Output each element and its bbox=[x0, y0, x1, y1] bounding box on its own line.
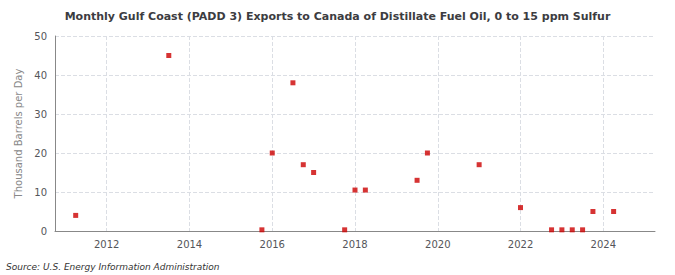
svg-text:2016: 2016 bbox=[260, 239, 285, 250]
svg-text:2012: 2012 bbox=[94, 239, 119, 250]
svg-text:30: 30 bbox=[34, 109, 47, 120]
svg-text:40: 40 bbox=[34, 70, 47, 81]
svg-text:20: 20 bbox=[34, 148, 47, 159]
svg-text:2024: 2024 bbox=[591, 239, 616, 250]
svg-text:2020: 2020 bbox=[425, 239, 450, 250]
svg-text:2014: 2014 bbox=[177, 239, 202, 250]
svg-text:Monthly Gulf Coast (PADD 3) Ex: Monthly Gulf Coast (PADD 3) Exports to C… bbox=[65, 10, 611, 23]
svg-text:Thousand Barrels per Day: Thousand Barrels per Day bbox=[13, 69, 24, 200]
svg-text:10: 10 bbox=[34, 187, 47, 198]
svg-text:0: 0 bbox=[41, 226, 47, 237]
svg-text:50: 50 bbox=[34, 31, 47, 42]
svg-text:2018: 2018 bbox=[342, 239, 367, 250]
svg-text:2022: 2022 bbox=[508, 239, 533, 250]
svg-text:Source: U.S. Energy Informatio: Source: U.S. Energy Information Administ… bbox=[6, 262, 220, 272]
